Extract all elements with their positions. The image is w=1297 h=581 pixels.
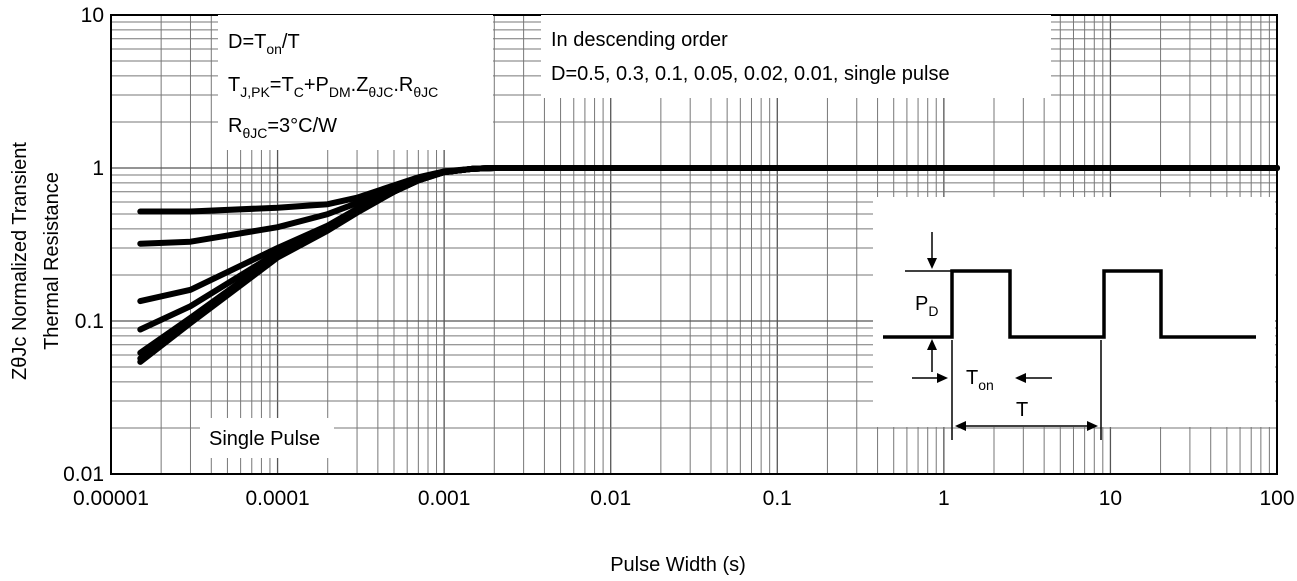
pd-arrow-top-head [927,258,937,269]
tj-formula-part: =T [270,74,294,96]
tj-formula-part: J,PK [240,84,270,100]
ton-arrow-right-head [1015,373,1026,383]
tj-formula-part: DM [329,84,351,100]
order-title: In descending order [551,29,728,51]
order-values: D=0.5, 0.3, 0.1, 0.05, 0.02, 0.01, singl… [551,63,950,85]
series-group [137,165,1280,365]
tick-labels: 0.00001 0.0001 0.001 0.01 0.1 1 10 100 10 1 0.1 0.0… [63,4,1294,510]
period-label: T [1016,399,1028,421]
x-tick-label: 100 [1259,487,1294,510]
tj-formula-part: .R [393,74,413,96]
y-axis-title-line2: Thermal Resistance [41,172,63,350]
series-line-7 [137,165,1280,365]
x-tick-label: 0.1 [763,487,792,510]
pulse-diagram [883,232,1256,440]
x-tick-label: 0.00001 [73,487,149,510]
formula-box [218,15,493,150]
tj-formula-part: T [228,74,240,96]
pd-arrow-bottom-head [927,339,937,350]
tj-formula-part: C [294,84,304,100]
tj-formula-part: .Z [351,74,369,96]
x-tick-label: 10 [1099,487,1122,510]
x-tick-label: 1 [938,487,950,510]
tj-formula: TJ,PK=TC+PDM.ZθJC.RθJC [228,74,438,100]
y-tick-label: 0.1 [75,310,104,333]
pd-label: PD [915,293,938,319]
order-box [541,15,1051,98]
period-arrow-right-head [1087,421,1098,431]
tj-formula-part: θJC [413,84,438,100]
x-tick-label: 0.01 [590,487,631,510]
pulse-waveform [883,269,1256,339]
tj-formula-part: +P [304,74,329,96]
y-tick-label: 0.01 [63,463,104,486]
y-tick-label: 1 [92,157,104,180]
y-axis-title-line1: ZθJc Normalized Transient [9,142,31,380]
ton-arrow-left-head [937,373,948,383]
y-tick-label: 10 [81,4,104,27]
r-formula: RθJC=3°C/W [228,115,337,141]
pulse-diagram-box [873,197,1275,427]
period-arrow-left-head [955,421,966,431]
ton-label: Ton [966,367,994,393]
single-pulse-box [200,418,334,458]
x-tick-label: 0.001 [418,487,471,510]
x-tick-label: 0.0001 [245,487,309,510]
tj-formula-part: θJC [368,84,393,100]
x-axis-title: Pulse Width (s) [610,554,746,576]
single-pulse-label: Single Pulse [209,428,320,450]
d-formula: D=Ton/T [228,31,300,57]
